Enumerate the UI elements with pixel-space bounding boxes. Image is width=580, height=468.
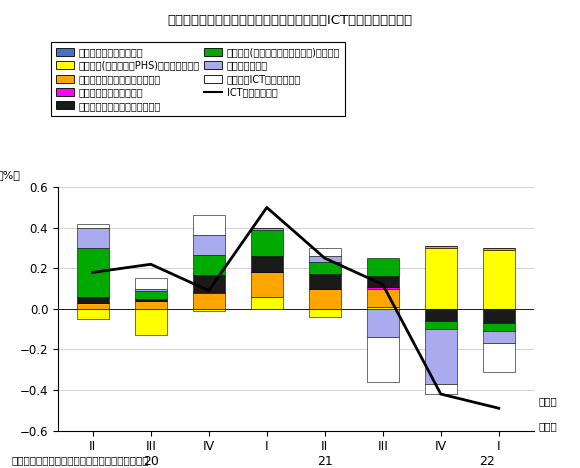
Bar [135,291,167,299]
Bar [77,228,109,248]
Bar [251,230,282,256]
Bar [251,228,282,230]
Bar [483,250,515,309]
Bar [425,321,456,329]
Bar [193,255,224,275]
Bar [135,289,167,291]
Bar [483,248,515,250]
Text: （期）: （期） [538,396,557,406]
Bar [367,277,398,286]
Text: 21: 21 [317,455,333,468]
Bar [251,297,282,309]
Bar [77,303,109,309]
Bar [309,274,341,289]
Bar [193,309,224,311]
Bar [309,248,341,256]
Bar [367,307,398,309]
Bar [135,309,167,335]
Bar [425,384,456,394]
Bar [193,235,224,255]
Bar [425,309,456,321]
Bar [483,331,515,344]
Bar [77,224,109,228]
Bar [193,275,224,292]
Text: （%）: （%） [0,170,20,180]
Bar [309,262,341,274]
Bar [367,289,398,307]
Bar [367,309,398,337]
Bar [483,309,515,323]
Bar [309,309,341,317]
Bar [483,323,515,331]
Bar [309,256,341,262]
Bar [77,248,109,297]
Bar [77,297,109,303]
Text: （年）: （年） [538,421,557,431]
Text: （出所）総務省「家計消費状況調査」より作成。: （出所）総務省「家計消費状況調査」より作成。 [12,456,149,466]
Bar [367,337,398,382]
Bar [483,344,515,372]
Bar [251,256,282,272]
Legend: 固定電話使用料・寄与度, 移動電話(携帯電話・PHS)使用料・寄与度, インターネット接続料・寄与度, 民間放送受信料・寄与度, 移動電話他の通信機器・寄与度,: 固定電話使用料・寄与度, 移動電話(携帯電話・PHS)使用料・寄与度, インター… [51,42,345,116]
Bar [77,309,109,319]
Bar [135,301,167,309]
Bar [193,214,224,235]
Bar [425,248,456,309]
Bar [367,258,398,277]
Bar [251,272,282,297]
Text: 家計消費支出（家計消費状況調査）に占めるICT関連消費の寄与度: 家計消費支出（家計消費状況調査）に占めるICT関連消費の寄与度 [168,14,412,27]
Bar [135,299,167,301]
Bar [425,246,456,248]
Text: 22: 22 [479,455,495,468]
Bar [367,286,398,289]
Text: 20: 20 [143,455,159,468]
Bar [309,289,341,309]
Bar [193,292,224,309]
Bar [425,329,456,384]
Bar [135,278,167,289]
